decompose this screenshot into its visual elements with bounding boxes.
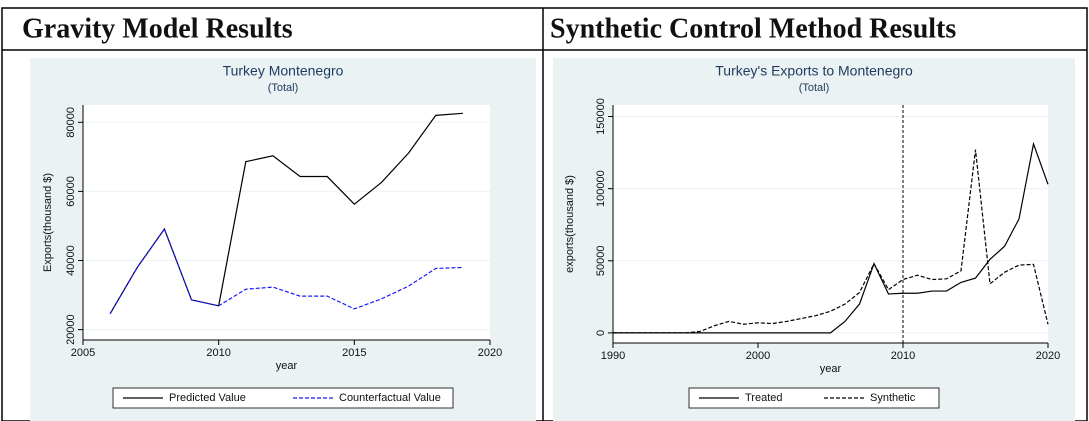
legend-label: Treated xyxy=(745,392,783,404)
x-tick-label: 2010 xyxy=(206,347,230,359)
data-line xyxy=(109,112,463,315)
chart-title: Turkey's Exports to Montenegro xyxy=(715,63,913,79)
legend-box xyxy=(112,387,454,409)
plot-area xyxy=(613,105,1048,343)
chart-subtitle: (Total) xyxy=(799,82,830,94)
x-axis-label: year xyxy=(820,363,842,375)
legend-label: Counterfactual Value xyxy=(339,392,441,404)
y-tick-label: 0 xyxy=(595,330,607,336)
legend-box xyxy=(688,387,940,409)
y-tick-label: 100000 xyxy=(595,170,607,207)
legend-label: Predicted Value xyxy=(169,392,246,404)
x-tick-label: 2020 xyxy=(1036,350,1060,362)
chart-title: Turkey Montenegro xyxy=(223,63,344,79)
legend-label: Synthetic xyxy=(870,392,916,404)
column-header: Synthetic Control Method Results xyxy=(550,13,956,44)
column-header: Gravity Model Results xyxy=(22,13,293,44)
plot-area xyxy=(83,105,490,340)
y-tick-label: 40000 xyxy=(65,245,77,276)
chart-subtitle: (Total) xyxy=(268,82,299,94)
y-tick-label: 60000 xyxy=(65,176,77,207)
data-line xyxy=(109,227,463,315)
x-axis-label: year xyxy=(276,360,298,372)
y-tick-label: 20000 xyxy=(65,314,77,345)
y-tick-label: 150000 xyxy=(595,98,607,135)
y-axis-label: exports(thousand $) xyxy=(564,175,576,273)
data-line xyxy=(613,149,1049,334)
x-tick-label: 2005 xyxy=(71,347,95,359)
x-tick-label: 2015 xyxy=(342,347,366,359)
y-tick-label: 80000 xyxy=(65,107,77,138)
x-tick-label: 1990 xyxy=(601,350,625,362)
x-tick-label: 2010 xyxy=(891,350,915,362)
y-axis-label: Exports(thousand $) xyxy=(42,173,54,272)
x-tick-label: 2000 xyxy=(746,350,770,362)
x-tick-label: 2020 xyxy=(478,347,502,359)
y-tick-label: 50000 xyxy=(595,245,607,276)
table-border xyxy=(1,7,1088,421)
